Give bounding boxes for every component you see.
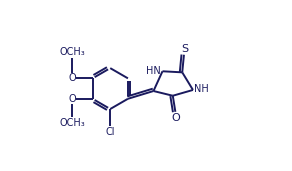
Text: NH: NH <box>194 84 209 94</box>
Text: O: O <box>68 94 76 104</box>
Text: O: O <box>171 113 180 123</box>
Text: Cl: Cl <box>105 127 115 137</box>
Text: HN: HN <box>146 66 160 76</box>
Text: OCH₃: OCH₃ <box>59 118 85 128</box>
Text: OCH₃: OCH₃ <box>59 47 85 57</box>
Text: O: O <box>68 73 76 83</box>
Text: S: S <box>181 44 188 54</box>
